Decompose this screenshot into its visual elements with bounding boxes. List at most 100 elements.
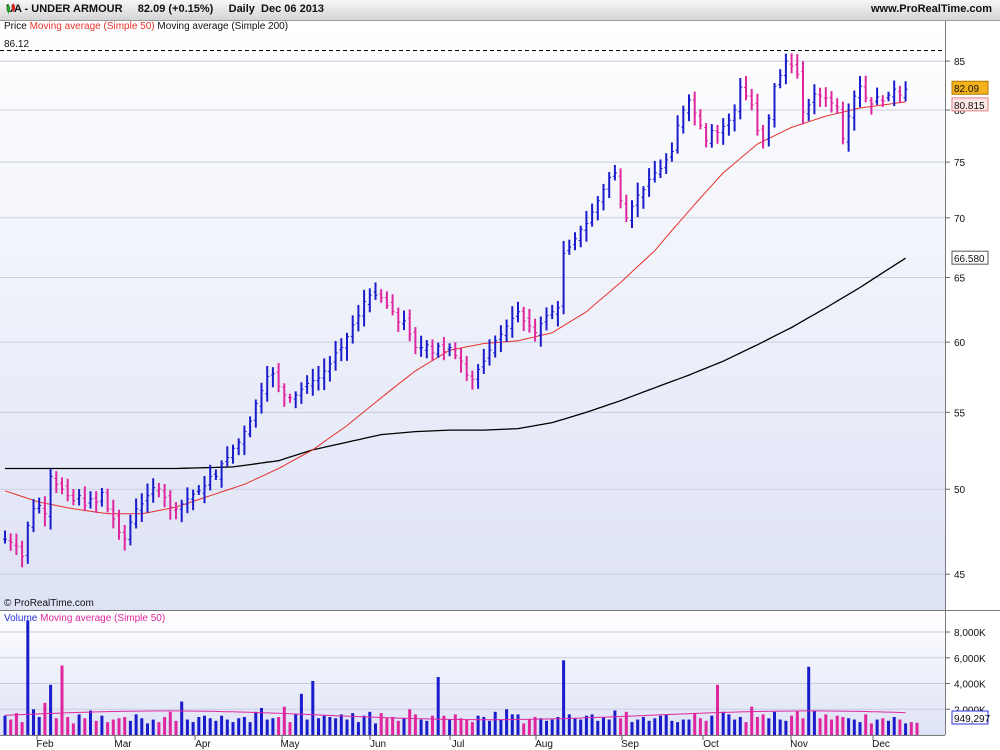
- price-bar: [590, 203, 595, 227]
- price-bar: [185, 487, 190, 514]
- volume-bar: [670, 720, 674, 735]
- price-bar: [744, 76, 748, 101]
- price-bar: [208, 464, 213, 491]
- volume-bar: [493, 711, 497, 735]
- volume-bars: [3, 620, 919, 735]
- volume-bar: [32, 709, 35, 735]
- volume-bar: [339, 714, 343, 735]
- price-bar: [356, 304, 361, 332]
- price-bar: [675, 115, 680, 154]
- price-bar: [858, 76, 862, 108]
- price-bar: [903, 81, 908, 102]
- volume-bar: [328, 716, 332, 735]
- volume-bar: [448, 719, 452, 735]
- legend-ma50[interactable]: Moving average (Simple 50): [29, 21, 155, 32]
- month-label: Sep: [621, 739, 639, 750]
- volume-bar: [607, 719, 611, 735]
- volume-bar: [66, 716, 70, 735]
- price-bar: [504, 319, 509, 342]
- price-bar: [835, 98, 840, 114]
- volume-bar: [94, 720, 98, 735]
- volume-bar: [892, 716, 896, 735]
- site-link[interactable]: www.ProRealTime.com: [870, 3, 992, 15]
- price-bar: [248, 416, 253, 438]
- volume-bar: [465, 719, 469, 735]
- price-bar: [635, 182, 640, 218]
- volume-bar: [379, 713, 383, 735]
- volume-bar: [830, 719, 833, 735]
- price-bar: [709, 124, 714, 148]
- volume-bar: [704, 720, 708, 735]
- price-bar: [162, 484, 167, 508]
- month-label: Aug: [535, 739, 553, 750]
- volume-bar: [898, 719, 902, 735]
- price-bar: [145, 483, 150, 513]
- price-bar: [567, 239, 572, 255]
- price-bar: [316, 365, 321, 391]
- price-bar: [305, 375, 310, 394]
- price-bar: [265, 365, 270, 402]
- volume-bar: [419, 719, 423, 735]
- price-bar: [122, 524, 127, 551]
- price-bar: [71, 489, 76, 506]
- volume-bar: [242, 716, 246, 735]
- price-bar: [77, 489, 82, 506]
- legend-volume-ma50[interactable]: Moving average (Simple 50): [40, 613, 166, 624]
- price-bar: [829, 90, 834, 113]
- volume-bar: [721, 711, 725, 735]
- volume-bar: [180, 701, 184, 735]
- volume-bar: [231, 722, 235, 735]
- volume-bar: [54, 718, 58, 735]
- volume-bar: [351, 713, 355, 735]
- volume-bar: [847, 718, 851, 735]
- volume-bar: [60, 665, 64, 735]
- price-bar: [367, 288, 372, 313]
- volume-bar: [334, 718, 338, 735]
- volume-bar: [784, 720, 788, 735]
- volume-bar: [852, 719, 856, 735]
- volume-bar: [26, 620, 30, 735]
- price-bar: [333, 340, 338, 371]
- price-bar: [430, 339, 435, 362]
- price-bar: [202, 475, 207, 504]
- volume-bar: [716, 684, 719, 735]
- volume-bar: [288, 722, 292, 735]
- price-tick-label: 60: [954, 338, 966, 349]
- legend-ma200[interactable]: Moving average (Simple 200): [157, 21, 289, 32]
- volume-bar: [470, 722, 474, 735]
- price-bar: [476, 364, 481, 389]
- price-bar: [892, 80, 897, 107]
- volume-bar: [476, 715, 480, 735]
- price-bar: [88, 491, 93, 509]
- volume-bar: [573, 718, 577, 735]
- volume-bar: [624, 711, 628, 735]
- volume-bar: [385, 718, 389, 735]
- title-left: UA - UNDER ARMOUR 82.09 (+0.15%) Daily D…: [6, 3, 324, 15]
- price-bar: [14, 533, 19, 555]
- price-change: (+0.15%): [168, 3, 214, 15]
- copyright-watermark: © ProRealTime.com: [4, 598, 94, 609]
- volume-bar: [613, 710, 617, 735]
- volume-bar: [134, 714, 138, 735]
- volume-bar: [436, 677, 440, 735]
- month-label: Jul: [452, 739, 465, 750]
- volume-bar: [260, 707, 263, 735]
- volume-bar: [282, 706, 286, 735]
- price-bar: [259, 382, 264, 414]
- price-bar: [105, 488, 110, 513]
- volume-bar: [527, 719, 531, 735]
- volume-bar: [111, 719, 115, 735]
- price-bar: [641, 186, 646, 209]
- price-bar: [42, 496, 47, 527]
- volume-bar: [311, 680, 315, 735]
- volume-bar: [664, 714, 668, 735]
- price-bar: [761, 124, 766, 149]
- price-bar: [402, 310, 406, 331]
- volume-bar: [277, 716, 281, 735]
- volume-bar: [864, 714, 868, 735]
- volume-bar: [636, 719, 640, 735]
- volume-bar: [442, 715, 446, 735]
- price-tick-label: 70: [954, 214, 966, 225]
